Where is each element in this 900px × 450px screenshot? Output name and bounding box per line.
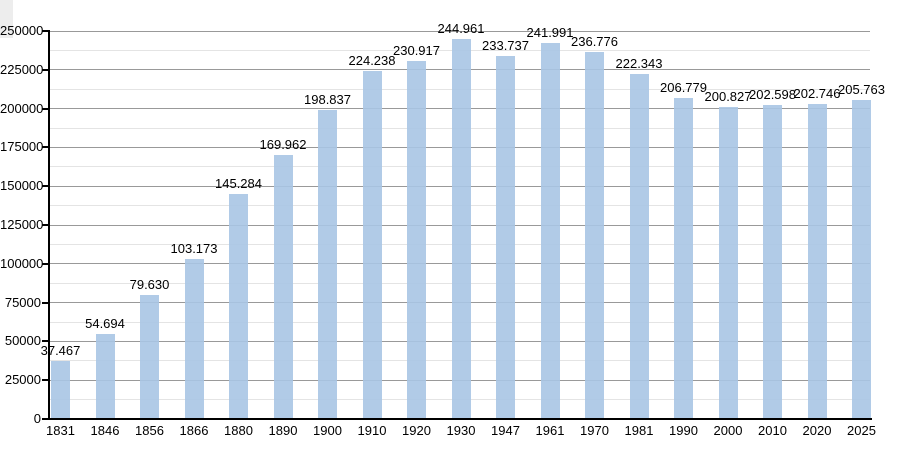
- bar-1990: [674, 98, 693, 419]
- y-tick-label: 25000: [4, 372, 41, 388]
- y-tick-label: 225000: [0, 61, 44, 77]
- y-tick-label: 150000: [0, 178, 44, 194]
- x-tick-label: 1880: [224, 423, 253, 438]
- y-axis-tick: [42, 185, 48, 188]
- x-tick-label: 1910: [357, 423, 387, 438]
- bar-value-label: 198.837: [304, 92, 351, 108]
- bar-2010: [763, 104, 782, 419]
- bar-2000: [718, 107, 738, 419]
- bar-1831: [51, 360, 70, 419]
- x-tick-label: 1920: [402, 423, 431, 438]
- bar-1890: [273, 155, 293, 419]
- y-axis-tick: [42, 224, 48, 226]
- y-tick-label: 100000: [0, 255, 44, 271]
- x-tick-label: 2020: [802, 423, 832, 438]
- bar-1970: [585, 51, 604, 419]
- bar-2020: [807, 104, 827, 419]
- bar-1920: [407, 60, 426, 419]
- x-tick-label: 2025: [847, 423, 876, 438]
- x-tick-label: 1856: [135, 423, 164, 438]
- bar-1947: [496, 56, 515, 419]
- y-axis-tick: [42, 301, 48, 304]
- bar-1856: [140, 295, 159, 419]
- bar-1961: [540, 43, 560, 419]
- bar-1866: [184, 258, 204, 419]
- y-tick-label: 250000: [0, 23, 44, 38]
- y-axis-tick: [42, 68, 48, 71]
- bar-value-label: 236.776: [571, 33, 618, 49]
- bar-1910: [362, 71, 382, 419]
- bar-value-label: 222.343: [615, 55, 663, 71]
- bar-value-label: 202.598: [749, 86, 796, 102]
- bar-value-label: 241.991: [526, 25, 574, 41]
- x-tick-label: 1930: [446, 423, 476, 438]
- bar-value-label: 206.779: [660, 80, 707, 96]
- x-tick-label: 1900: [313, 423, 342, 438]
- bar-value-label: 205.763: [838, 81, 885, 97]
- bar-value-label: 200.827: [704, 89, 752, 105]
- bar-value-label: 145.284: [215, 175, 262, 191]
- y-axis-tick: [42, 340, 48, 343]
- bar-2025: [852, 99, 871, 419]
- bar-value-label: 37.467: [40, 342, 81, 358]
- x-axis: [46, 418, 872, 420]
- x-tick-label: 1990: [669, 423, 698, 438]
- gridline-major: [49, 30, 870, 32]
- bar-1880: [229, 193, 248, 419]
- x-tick-label: 1846: [90, 423, 120, 438]
- x-tick-label: 1866: [179, 423, 209, 438]
- bar-value-label: 202.746: [793, 86, 841, 102]
- bar-value-label: 224.238: [348, 53, 396, 68]
- y-tick-label: 50000: [4, 333, 41, 349]
- bar-1930: [451, 38, 471, 419]
- bar-value-label: 103.173: [170, 240, 218, 256]
- bar-value-label: 79.630: [129, 277, 170, 293]
- y-axis: [48, 30, 50, 419]
- y-axis-tick: [42, 30, 48, 32]
- x-tick-label: 1947: [491, 423, 520, 438]
- x-tick-label: 1961: [535, 423, 565, 438]
- y-axis-tick: [42, 107, 48, 110]
- x-tick-label: 1981: [624, 423, 654, 438]
- x-tick-label: 2010: [758, 423, 787, 438]
- bar-1981: [629, 73, 649, 419]
- bar-value-label: 54.694: [85, 316, 125, 332]
- y-tick-label: 75000: [4, 294, 41, 310]
- y-axis-tick: [42, 379, 48, 382]
- y-axis-tick: [42, 146, 48, 149]
- y-tick-label: 0: [33, 411, 41, 426]
- bar-value-label: 244.961: [437, 20, 485, 36]
- corner-artifact: [0, 0, 13, 38]
- y-axis-tick: [42, 418, 48, 420]
- bar-1846: [95, 334, 115, 419]
- bar-value-label: 230.917: [393, 42, 440, 58]
- y-tick-label: 175000: [0, 139, 44, 155]
- x-tick-label: 2000: [713, 423, 743, 438]
- x-tick-label: 1831: [46, 423, 75, 438]
- x-tick-label: 1970: [580, 423, 609, 438]
- bar-value-label: 233.737: [482, 38, 529, 54]
- y-tick-label: 125000: [0, 217, 44, 232]
- x-tick-label: 1890: [268, 423, 298, 438]
- y-axis-tick: [42, 262, 48, 265]
- y-tick-label: 200000: [0, 100, 44, 116]
- bar-value-label: 169.962: [259, 137, 307, 153]
- bar-1900: [318, 110, 337, 419]
